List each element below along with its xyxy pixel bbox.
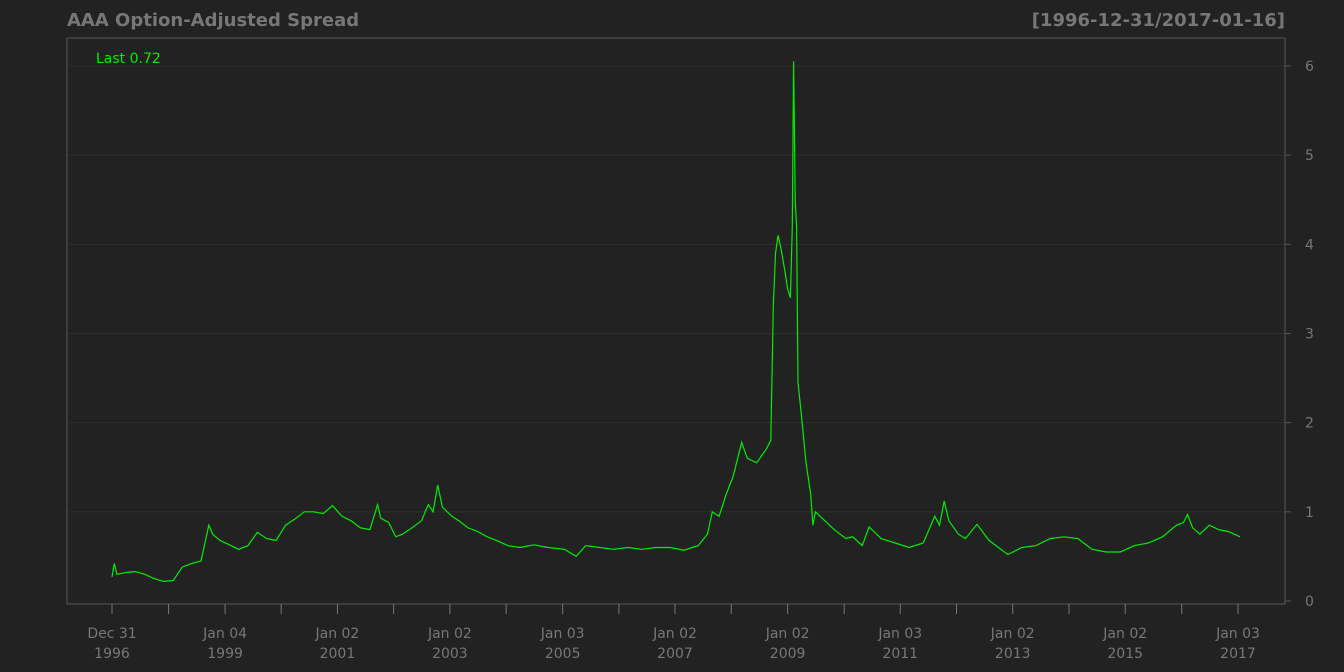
- x-tick-label: Jan 02: [652, 626, 697, 642]
- x-tick-label: Jan 03: [1215, 626, 1260, 642]
- x-tick-label: 2015: [1107, 646, 1143, 662]
- y-tick-label: 6: [1305, 59, 1314, 75]
- x-tick-label: 2003: [432, 646, 468, 662]
- x-tick-label: 2017: [1220, 646, 1256, 662]
- x-tick-label: 2007: [657, 646, 693, 662]
- x-tick-label: Jan 02: [427, 626, 472, 642]
- x-tick-label: Jan 02: [1102, 626, 1147, 642]
- x-tick-label: Jan 03: [877, 626, 922, 642]
- x-tick-label: 2013: [995, 646, 1031, 662]
- series-line-aaa-oas: [111, 61, 1241, 583]
- x-tick-label: Jan 04: [202, 626, 247, 642]
- x-tick-label: Dec 31: [87, 626, 136, 642]
- y-tick-label: 5: [1305, 148, 1314, 164]
- last-value-label: Last 0.72: [96, 51, 161, 67]
- x-tick-label: 2005: [545, 646, 581, 662]
- x-tick-label: Jan 03: [540, 626, 585, 642]
- y-tick-label: 1: [1305, 505, 1314, 521]
- x-tick-label: 2009: [770, 646, 806, 662]
- x-axis: Dec 31 1996 Jan 04 1999 Jan 02 2001 Jan 02 2003…: [87, 604, 1260, 662]
- x-tick-label: Jan 02: [990, 626, 1035, 642]
- y-tick-label: 0: [1305, 594, 1314, 610]
- x-tick-label: 1996: [94, 646, 130, 662]
- chart-title: AAA Option-Adjusted Spread: [67, 10, 359, 31]
- y-tick-label: 3: [1305, 327, 1314, 343]
- plot-border: [66, 37, 1286, 605]
- x-tick-label: Jan 02: [314, 626, 359, 642]
- x-tick-label: Jan 02: [765, 626, 810, 642]
- grid-lines: [67, 65, 1285, 513]
- y-axis: 0 1 2 3 4 5 6: [1285, 59, 1314, 610]
- x-tick-label: 1999: [207, 646, 243, 662]
- x-tick-label: 2011: [882, 646, 918, 662]
- y-tick-label: 2: [1305, 416, 1314, 432]
- date-range-label: [1996-12-31/2017-01-16]: [1032, 10, 1285, 31]
- x-tick-label: 2001: [320, 646, 356, 662]
- y-tick-label: 4: [1305, 237, 1314, 253]
